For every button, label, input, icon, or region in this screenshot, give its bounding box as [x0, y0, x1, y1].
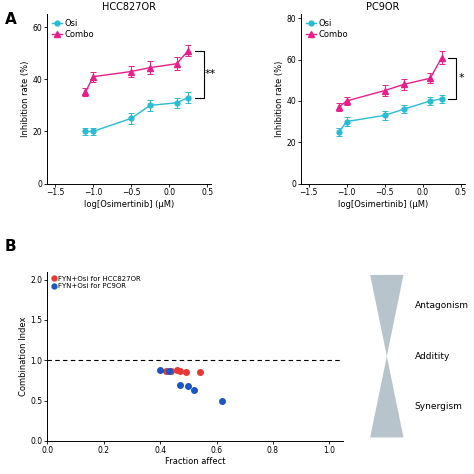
- Legend: Osi, Combo: Osi, Combo: [49, 16, 98, 42]
- Point: [190, 386, 198, 394]
- Text: Antagonism: Antagonism: [415, 301, 469, 310]
- Title: HCC827OR: HCC827OR: [102, 2, 156, 12]
- Point: [219, 397, 226, 404]
- Text: A: A: [5, 12, 17, 27]
- Y-axis label: Inhibition rate (%): Inhibition rate (%): [274, 61, 283, 137]
- X-axis label: log[Osimertinib] (μM): log[Osimertinib] (μM): [84, 200, 174, 209]
- Point: [173, 366, 181, 374]
- Point: [176, 368, 183, 375]
- Polygon shape: [370, 275, 403, 356]
- Text: *: *: [458, 73, 464, 83]
- Point: [176, 382, 183, 389]
- Point: [182, 368, 189, 376]
- Point: [156, 366, 164, 374]
- Y-axis label: Inhibition rate (%): Inhibition rate (%): [21, 61, 30, 137]
- Legend: FYN+Osi for HCC827OR, FYN+Osi for PC9OR: FYN+Osi for HCC827OR, FYN+Osi for PC9OR: [49, 273, 143, 292]
- Point: [165, 367, 173, 374]
- Legend: Osi, Combo: Osi, Combo: [302, 16, 351, 42]
- Point: [162, 368, 170, 375]
- Title: PC9OR: PC9OR: [366, 2, 400, 12]
- Text: Additity: Additity: [415, 352, 450, 361]
- Text: Synergism: Synergism: [415, 402, 463, 411]
- X-axis label: Fraction affect: Fraction affect: [165, 457, 226, 466]
- Point: [196, 368, 203, 376]
- X-axis label: log[Osimertinib] (μM): log[Osimertinib] (μM): [337, 200, 428, 209]
- Polygon shape: [370, 356, 403, 438]
- Point: [184, 382, 192, 390]
- Text: B: B: [5, 239, 17, 255]
- Y-axis label: Combination Index: Combination Index: [18, 317, 27, 396]
- Text: **: **: [205, 69, 216, 79]
- Point: [168, 367, 175, 374]
